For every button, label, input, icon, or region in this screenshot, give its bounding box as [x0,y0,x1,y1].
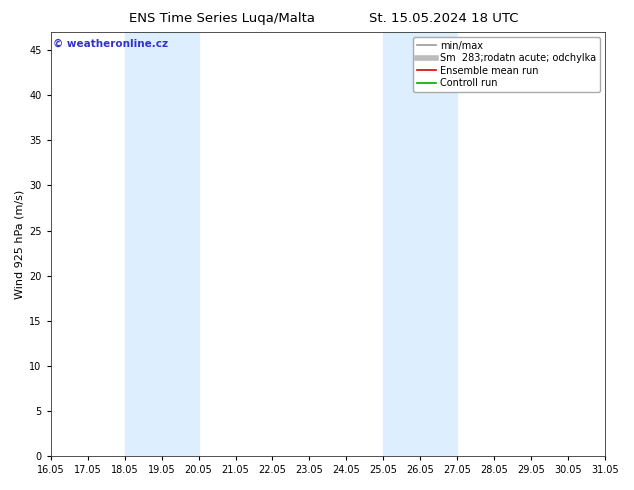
Bar [125,32,198,456]
Text: © weatheronline.cz: © weatheronline.cz [53,39,169,49]
Bar [384,32,457,456]
Legend: min/max, Sm  283;rodatn acute; odchylka, Ensemble mean run, Controll run: min/max, Sm 283;rodatn acute; odchylka, … [413,37,600,92]
Text: ENS Time Series Luqa/Malta: ENS Time Series Luqa/Malta [129,12,315,25]
Y-axis label: Wind 925 hPa (m/s): Wind 925 hPa (m/s) [15,190,25,299]
Text: St. 15.05.2024 18 UTC: St. 15.05.2024 18 UTC [369,12,519,25]
